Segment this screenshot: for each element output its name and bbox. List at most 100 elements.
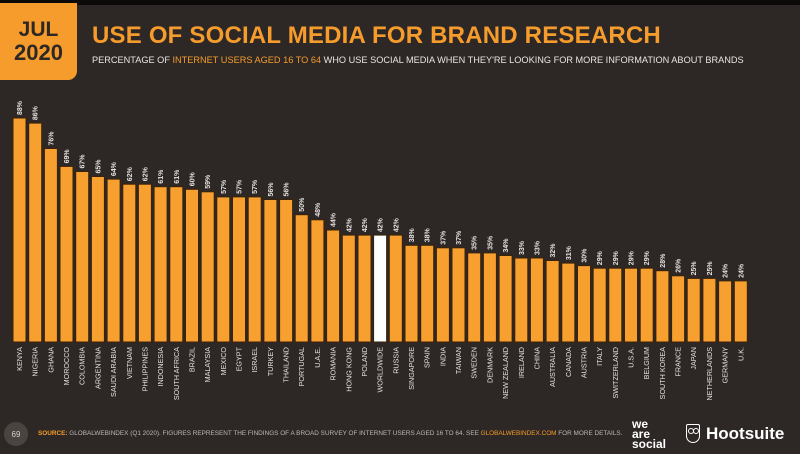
- value-label: 69%: [64, 149, 71, 164]
- value-label: 56%: [268, 182, 275, 197]
- hootsuite-logo: Hootsuite: [706, 424, 785, 443]
- category-label: VIETNAM: [125, 347, 134, 379]
- category-label: TURKEY: [266, 347, 275, 376]
- value-label: 37%: [440, 230, 447, 245]
- page-number: 69: [4, 422, 28, 446]
- bar-colombia: [75, 171, 90, 343]
- category-label: KENYA: [15, 347, 24, 371]
- bar-switzerland: [608, 267, 623, 343]
- category-label: SPAIN: [423, 347, 432, 368]
- bar-new-zealand: [498, 255, 513, 343]
- bar-spain: [420, 244, 435, 343]
- value-label: 44%: [331, 212, 338, 227]
- bars-group: [12, 117, 748, 343]
- bar-u-a-e: [310, 219, 325, 343]
- value-label: 42%: [346, 217, 353, 232]
- value-label: 35%: [487, 235, 494, 250]
- value-label: 38%: [409, 228, 416, 243]
- value-label: 57%: [221, 179, 228, 194]
- category-label: ITALY: [595, 347, 604, 366]
- value-label: 59%: [205, 174, 212, 189]
- value-label: 38%: [425, 228, 432, 243]
- bar-saudi-arabia: [106, 178, 121, 343]
- we-are-social-line-1: we: [632, 417, 649, 431]
- category-label: TAIWAN: [454, 347, 463, 374]
- category-label: JAPAN: [689, 347, 698, 370]
- bar-brazil: [185, 188, 199, 343]
- value-label: 62%: [142, 166, 149, 181]
- page-title: USE OF SOCIAL MEDIA FOR BRAND RESEARCH: [92, 22, 661, 49]
- bar-thailand: [279, 199, 294, 343]
- category-label: MEXICO: [219, 347, 228, 376]
- bar-canada: [561, 262, 576, 343]
- category-label: CANADA: [564, 347, 573, 377]
- bar-china: [529, 257, 544, 343]
- bar-netherlands: [702, 277, 717, 343]
- value-label: 33%: [519, 240, 526, 255]
- value-label: 29%: [644, 250, 651, 265]
- value-label: 56%: [284, 182, 291, 197]
- category-label: IRELAND: [517, 347, 526, 378]
- bar-belgium: [639, 267, 654, 343]
- category-label: WORLDWIDE: [376, 347, 385, 393]
- date-badge: JUL 2020: [0, 3, 77, 80]
- category-label: SWEDEN: [470, 347, 479, 379]
- value-label: 42%: [378, 217, 385, 232]
- category-label: GERMANY: [721, 347, 730, 384]
- value-label: 88%: [17, 100, 24, 115]
- we-are-social-line-2: are: [632, 427, 651, 441]
- value-label: 64%: [111, 161, 118, 176]
- bar-indonesia: [153, 186, 168, 343]
- bar-nigeria: [28, 122, 43, 343]
- bar-ireland: [514, 257, 529, 343]
- category-label: NIGERIA: [31, 347, 40, 377]
- category-label: POLAND: [360, 347, 369, 377]
- bar-south-korea: [655, 270, 670, 343]
- bar-vietnam: [122, 183, 137, 343]
- bar-malaysia: [200, 191, 215, 343]
- value-label: 29%: [613, 250, 620, 265]
- bar-turkey: [263, 199, 278, 343]
- bar-germany: [718, 280, 733, 343]
- value-label: 65%: [95, 159, 102, 174]
- page-subtitle: PERCENTAGE OF INTERNET USERS AGED 16 TO …: [92, 55, 744, 65]
- category-label: BELGIUM: [642, 347, 651, 379]
- bar-australia: [545, 260, 560, 343]
- value-label: 62%: [127, 166, 134, 181]
- we-are-social-line-3: social: [632, 437, 667, 451]
- bar-mexico: [216, 196, 231, 343]
- source-link[interactable]: GLOBALWEBINDEX.COM: [480, 430, 557, 437]
- bar-denmark: [482, 252, 497, 343]
- category-label: GHANA: [46, 347, 55, 373]
- category-label: U.K.: [736, 347, 745, 361]
- bar-egypt: [232, 196, 246, 343]
- category-label: SWITZERLAND: [611, 347, 620, 399]
- value-label: 25%: [707, 261, 714, 276]
- bar-worldwide: [373, 234, 388, 343]
- value-label: 24%: [723, 263, 730, 278]
- date-month: JUL: [18, 18, 59, 41]
- category-label: COLOMBIA: [78, 347, 87, 385]
- category-label: MALAYSIA: [203, 347, 212, 383]
- value-label: 24%: [738, 263, 745, 278]
- value-label: 37%: [456, 230, 463, 245]
- value-label: 42%: [362, 217, 369, 232]
- category-label: HONG KONG: [344, 347, 353, 392]
- owl-icon: [686, 424, 700, 443]
- bar-argentina: [90, 176, 105, 343]
- category-labels-group: KENYA NIGERIA GHANA MOROCCO COLOMBIA ARGENTIN…: [15, 346, 745, 400]
- category-label: PHILIPPINES: [140, 347, 149, 392]
- category-label: BRAZIL: [188, 347, 197, 372]
- bar-france: [671, 275, 686, 343]
- bar-south-africa: [169, 186, 184, 343]
- category-label: NEW ZEALAND: [501, 347, 510, 399]
- source-label: SOURCE:: [38, 430, 68, 437]
- we-are-social-logo: we are social: [632, 417, 667, 451]
- source-text-1: GLOBALWEBINDEX (Q1 2020). FIGURES REPRES…: [67, 430, 481, 437]
- category-label: ISRAEL: [250, 347, 259, 373]
- category-label: INDONESIA: [156, 347, 165, 387]
- value-label: 33%: [534, 240, 541, 255]
- bar-russia: [388, 234, 403, 343]
- category-label: INDIA: [438, 347, 447, 366]
- bar-israel: [247, 196, 262, 343]
